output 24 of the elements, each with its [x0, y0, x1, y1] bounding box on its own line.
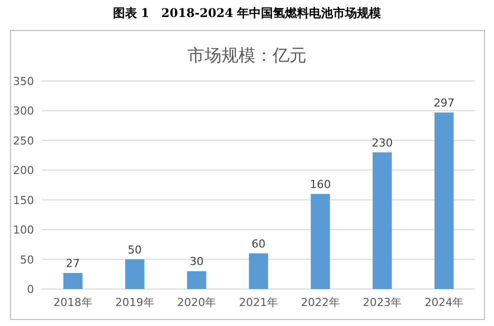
- data-label: 27: [66, 256, 80, 270]
- data-label: 160: [310, 178, 331, 191]
- data-label: 30: [190, 255, 204, 268]
- y-tick-label: 50: [20, 253, 34, 266]
- y-tick-label: 300: [13, 104, 34, 118]
- y-tick-label: 0: [27, 283, 34, 296]
- x-tick-label: 2024年: [424, 296, 464, 309]
- x-tick-label: 2020年: [177, 296, 216, 309]
- x-tick-label: 2023年: [362, 296, 402, 309]
- data-label: 230: [372, 136, 393, 150]
- y-tick-label: 200: [13, 164, 34, 178]
- title: 图表 1 2018-2024 年中国氢燃料电池市场规模: [112, 6, 382, 20]
- data-label: 297: [434, 96, 455, 110]
- subtitle: 市场规模：亿元: [188, 46, 306, 66]
- data-label: 50: [128, 243, 142, 256]
- y-tick-label: 350: [13, 75, 34, 88]
- x-tick-label: 2019年: [115, 296, 154, 309]
- y-tick-label: 250: [13, 134, 34, 148]
- x-tick-label: 2021年: [239, 296, 278, 309]
- data-label: 60: [252, 237, 266, 250]
- y-tick-label: 150: [13, 194, 34, 207]
- x-tick-label: 2018年: [53, 296, 92, 309]
- y-tick-label: 100: [13, 224, 34, 237]
- x-tick-label: 2022年: [300, 296, 340, 309]
